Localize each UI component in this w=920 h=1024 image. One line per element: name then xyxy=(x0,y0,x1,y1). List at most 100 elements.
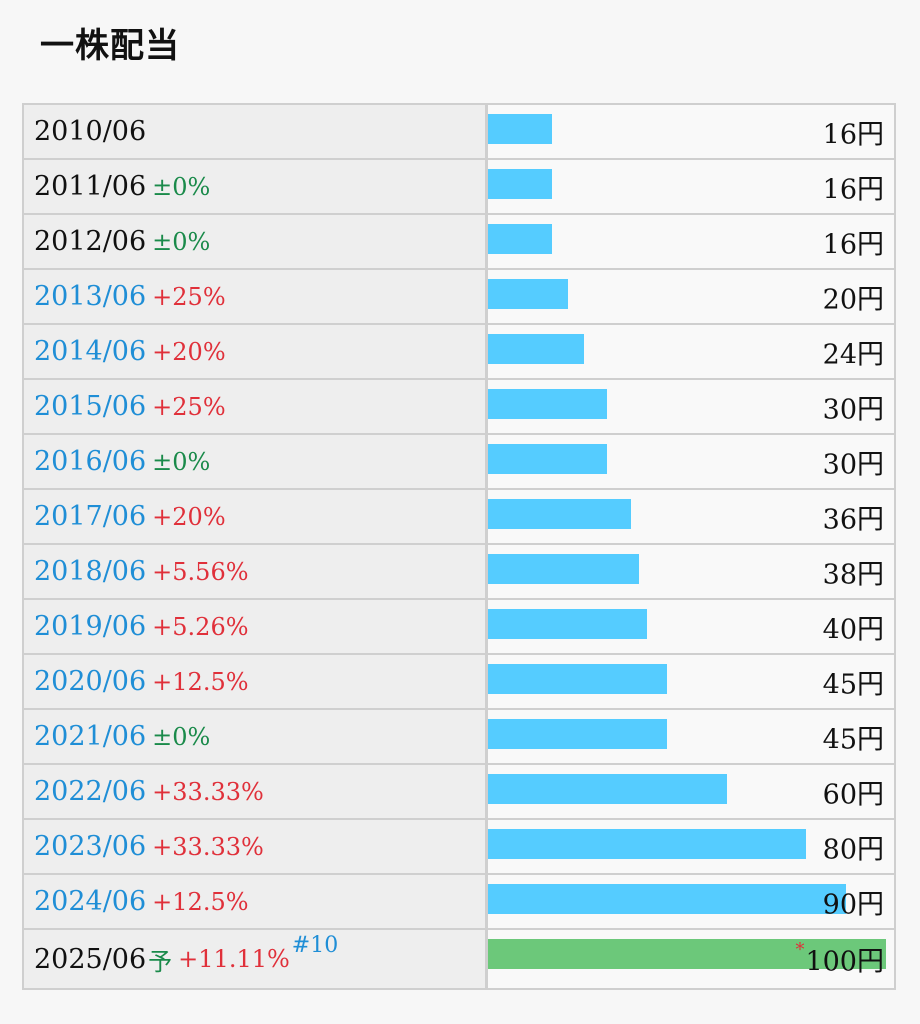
change-percent: +25% xyxy=(152,282,226,311)
year-cell: 2018/06 +5.56% xyxy=(24,545,485,598)
table-row: 2024/06 +12.5% 90円 xyxy=(24,875,894,928)
dividend-amount: 90円 xyxy=(822,889,884,920)
dividend-amount: 80円 xyxy=(822,834,884,865)
year-label[interactable]: 2018/06 xyxy=(34,556,147,587)
change-percent: ±0% xyxy=(152,447,211,476)
year-cell: 2020/06 +12.5% xyxy=(24,655,485,708)
change-percent: +33.33% xyxy=(152,777,264,806)
year-label: 2025/06 xyxy=(34,943,147,975)
bar-cell: 16円 xyxy=(488,160,894,213)
dividend-amount: 16円 xyxy=(822,119,884,150)
change-percent: +5.56% xyxy=(152,557,249,586)
table-row: 2010/06 16円 xyxy=(24,105,894,158)
dividend-bar xyxy=(488,884,847,914)
dividend-amount: 30円 xyxy=(822,449,884,480)
change-percent: +25% xyxy=(152,392,226,421)
dividend-bar xyxy=(488,499,632,529)
change-percent: +11.11% xyxy=(178,945,290,973)
year-cell: 2017/06 +20% xyxy=(24,490,485,543)
bar-cell: 16円 xyxy=(488,105,894,158)
year-cell: 2023/06 +33.33% xyxy=(24,820,485,873)
bar-cell: 16円 xyxy=(488,215,894,268)
year-label: 2011/06 xyxy=(34,171,147,202)
dividend-amount: 60円 xyxy=(822,779,884,810)
dividend-bar xyxy=(488,224,552,254)
year-label[interactable]: 2023/06 xyxy=(34,831,147,862)
table-row: 2020/06 +12.5% 45円 xyxy=(24,655,894,708)
table-row: 2016/06 ±0% 30円 xyxy=(24,435,894,488)
bar-cell: 80円 xyxy=(488,820,894,873)
dividend-table: 2010/06 16円 2011/06 ±0% 16円 2012/06 ±0% 16円 2013… xyxy=(22,103,896,990)
dividend-amount: 38円 xyxy=(822,559,884,590)
year-label[interactable]: 2013/06 xyxy=(34,281,147,312)
change-percent: +12.5% xyxy=(152,887,249,916)
dividend-bar xyxy=(488,609,648,639)
dividend-amount: 45円 xyxy=(822,669,884,700)
dividend-amount: *100円 xyxy=(795,940,884,979)
table-row: 2021/06 ±0% 45円 xyxy=(24,710,894,763)
bar-cell: 90円 xyxy=(488,875,894,928)
dividend-amount: 16円 xyxy=(822,229,884,260)
year-label[interactable]: 2014/06 xyxy=(34,336,147,367)
forecast-mark: 予 xyxy=(148,947,173,976)
page-title: 一株配当 xyxy=(40,26,180,66)
table-row: 2014/06 +20% 24円 xyxy=(24,325,894,378)
year-label[interactable]: 2015/06 xyxy=(34,391,147,422)
year-label[interactable]: 2016/06 xyxy=(34,446,147,477)
bar-cell: *100円 xyxy=(488,930,894,988)
bar-cell: 38円 xyxy=(488,545,894,598)
year-label: 2012/06 xyxy=(34,226,147,257)
year-label[interactable]: 2020/06 xyxy=(34,666,147,697)
change-percent: ±0% xyxy=(152,722,211,751)
year-cell: 2014/06 +20% xyxy=(24,325,485,378)
bar-cell: 45円 xyxy=(488,655,894,708)
dividend-bar xyxy=(488,114,552,144)
change-percent: +20% xyxy=(152,502,226,531)
table-row: 2012/06 ±0% 16円 xyxy=(24,215,894,268)
year-cell: 2012/06 ±0% xyxy=(24,215,485,268)
year-cell: 2021/06 ±0% xyxy=(24,710,485,763)
bar-cell: 40円 xyxy=(488,600,894,653)
estimate-mark: * xyxy=(795,939,805,961)
note-link[interactable]: #10 xyxy=(291,932,339,958)
dividend-bar xyxy=(488,169,552,199)
year-cell: 2019/06 +5.26% xyxy=(24,600,485,653)
change-percent: +12.5% xyxy=(152,667,249,696)
bar-cell: 20円 xyxy=(488,270,894,323)
dividend-amount: 16円 xyxy=(822,174,884,205)
table-row: 2022/06 +33.33% 60円 xyxy=(24,765,894,818)
dividend-bar xyxy=(488,829,807,859)
year-label: 2010/06 xyxy=(34,116,147,147)
year-cell: 2015/06 +25% xyxy=(24,380,485,433)
dividend-amount: 36円 xyxy=(822,504,884,535)
bar-cell: 30円 xyxy=(488,435,894,488)
year-label[interactable]: 2022/06 xyxy=(34,776,147,807)
dividend-bar xyxy=(488,664,668,694)
table-row: 2011/06 ±0% 16円 xyxy=(24,160,894,213)
bar-cell: 30円 xyxy=(488,380,894,433)
bar-cell: 45円 xyxy=(488,710,894,763)
table-row: 2017/06 +20% 36円 xyxy=(24,490,894,543)
change-percent: ±0% xyxy=(152,172,211,201)
forecast-bar xyxy=(488,939,886,969)
year-cell: 2024/06 +12.5% xyxy=(24,875,485,928)
dividend-amount: 45円 xyxy=(822,724,884,755)
dividend-bar xyxy=(488,554,640,584)
change-percent: +33.33% xyxy=(152,832,264,861)
dividend-bar xyxy=(488,389,608,419)
table-row: 2019/06 +5.26% 40円 xyxy=(24,600,894,653)
table-row: 2015/06 +25% 30円 xyxy=(24,380,894,433)
year-label[interactable]: 2017/06 xyxy=(34,501,147,532)
year-cell: 2016/06 ±0% xyxy=(24,435,485,488)
dividend-bar xyxy=(488,774,727,804)
dividend-amount: 40円 xyxy=(822,614,884,645)
dividend-amount: 24円 xyxy=(822,339,884,370)
year-label[interactable]: 2021/06 xyxy=(34,721,147,752)
change-percent: +5.26% xyxy=(152,612,249,641)
year-label[interactable]: 2019/06 xyxy=(34,611,147,642)
table-row: 2018/06 +5.56% 38円 xyxy=(24,545,894,598)
year-label[interactable]: 2024/06 xyxy=(34,886,147,917)
year-cell: 2011/06 ±0% xyxy=(24,160,485,213)
bar-cell: 60円 xyxy=(488,765,894,818)
year-cell: 2025/06 予 +11.11% #10 xyxy=(24,930,485,988)
